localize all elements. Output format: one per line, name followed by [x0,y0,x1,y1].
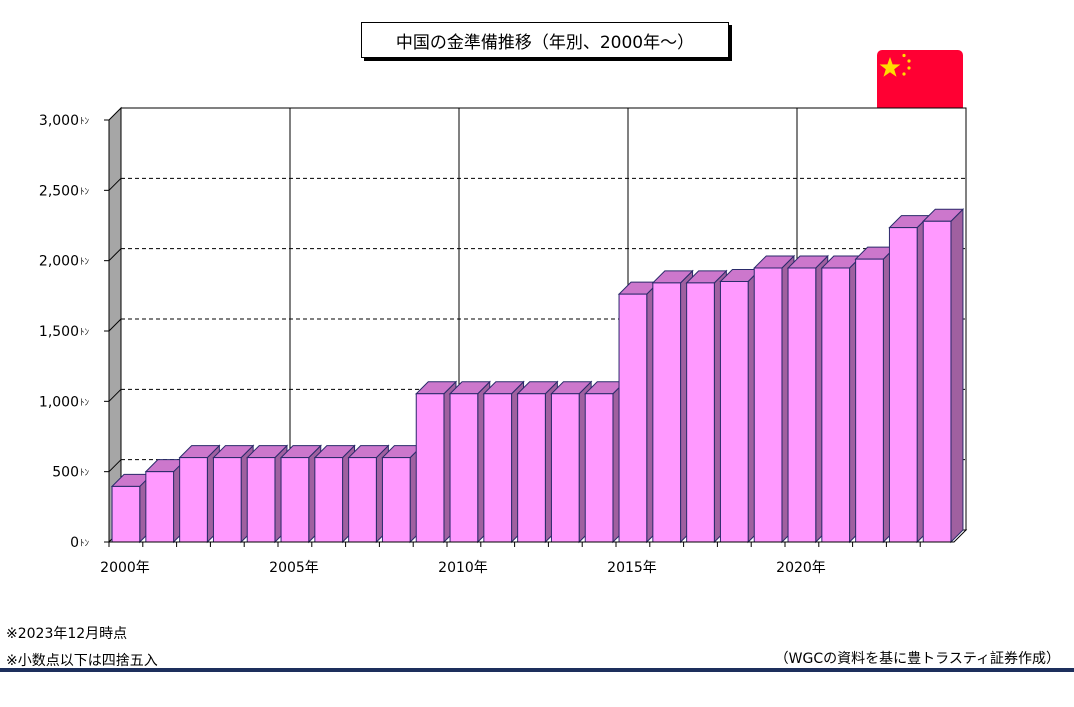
bar-front [483,393,513,543]
bar-front [449,393,479,543]
source-note: （WGCの資料を基に豊トラスティ証券作成） [774,651,1060,667]
bar-front [922,220,952,543]
bottom-rule [0,668,1074,672]
bar-front [855,258,884,543]
bar-front [618,293,648,543]
bar-front [212,457,242,543]
bar-front [652,282,682,543]
bar-side [950,208,964,544]
bar-front [584,393,614,543]
bar-front [246,457,276,543]
bar-front [517,393,546,543]
x-tick-label: 2005年 [269,560,319,576]
x-tick-label: 2010年 [438,560,488,576]
bar-front [381,457,411,543]
y-tick-label: 0 [70,535,79,551]
y-tick-unit: ﾄﾝ [80,187,90,197]
chart-title: 中国の金準備推移（年別、2000年～） [361,22,729,58]
y-tick-unit: ﾄﾝ [80,469,90,479]
wall-gridline [108,248,122,262]
wall-gridline [108,318,122,332]
bar-front [280,457,310,543]
y-tick-unit: ﾄﾝ [80,328,90,338]
y-tick-label: 2,500 [39,183,79,199]
y-tick-label: 2,000 [39,254,79,270]
y-tick-label: 500 [52,465,79,481]
bar-front [145,471,175,543]
note-date: ※2023年12月時点 [6,626,128,642]
bar-front [415,393,445,543]
x-tick-label: 2000年 [100,560,150,576]
bar-front [179,457,208,543]
bar-front [686,282,715,543]
y-tick-unit: ﾄﾝ [80,539,90,549]
bar-front [111,485,141,543]
bar-front [348,457,377,543]
bar-front [550,393,580,543]
bar-2024 [922,208,965,544]
bar-front [753,267,783,543]
bar-front [314,457,344,543]
y-tick-label: 1,500 [39,324,79,340]
x-tick-label: 2015年 [607,560,657,576]
bar-front [787,267,817,543]
y-tick-label: 3,000 [39,113,79,129]
wall-gridline [108,177,122,191]
note-rounding: ※小数点以下は四捨五入 [6,653,158,669]
bar-front [888,227,918,543]
bar-front [719,280,749,543]
wall-gridline [108,388,122,402]
x-tick-label: 2020年 [776,560,826,576]
bar-front [821,267,851,543]
wall-gridline [108,459,122,473]
y-tick-label: 1,000 [39,394,79,410]
y-tick-unit: ﾄﾝ [80,117,90,127]
y-tick-unit: ﾄﾝ [80,258,90,268]
x-axis: 2000年 2005年 2010年 2015年 2020年 [100,541,954,576]
bar-2016 [651,269,694,544]
bar-2010 [448,380,491,544]
chart-title-text: 中国の金準備推移（年別、2000年～） [395,32,695,53]
y-tick-unit: ﾄﾝ [80,398,90,408]
